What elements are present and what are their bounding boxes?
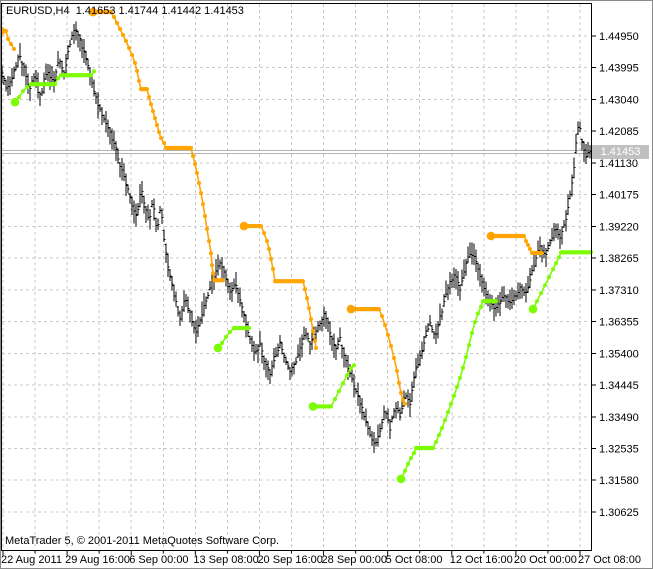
x-axis-label: 22 Aug 2011 <box>1 554 62 566</box>
y-axis-label: 1.41130 <box>599 158 638 170</box>
x-axis-label: 28 Sep 00:00 <box>322 554 387 566</box>
down-trend-stop-segment <box>239 221 318 350</box>
x-axis-label: 20 Sep 16:00 <box>257 554 322 566</box>
y-axis-label: 1.37310 <box>599 285 639 297</box>
trend-start-dot <box>396 474 406 484</box>
y-axis-label: 1.43995 <box>599 63 639 75</box>
y-axis-label: 1.40175 <box>599 190 639 202</box>
up-trend-stop-segment <box>308 363 356 411</box>
x-axis-label: 13 Sep 08:00 <box>193 554 258 566</box>
up-trend-stop-segment <box>396 299 498 484</box>
up-trend-stop-segment <box>213 325 251 353</box>
time-axis[interactable]: 22 Aug 2011 29 Aug 16:00 6 Sep 00:00 13 Sep… <box>1 550 641 567</box>
trend-start-dot <box>239 221 249 231</box>
y-axis-label: 1.38265 <box>599 253 639 265</box>
y-axis-label: 1.35400 <box>599 348 639 360</box>
y-axis-label: 1.44950 <box>599 31 639 43</box>
trend-start-dot <box>486 231 496 241</box>
current-price-badge: 1.41453 <box>592 145 649 159</box>
gridlines <box>2 4 590 549</box>
y-axis-label: 1.34445 <box>599 380 639 392</box>
plot-frame <box>1 3 592 551</box>
trend-start-dot <box>528 304 538 314</box>
down-trend-stop-segment <box>346 304 407 406</box>
y-axis-label: 1.33490 <box>599 412 639 424</box>
x-axis-label: 20 Oct 00:00 <box>514 554 577 566</box>
trend-start-dot <box>10 97 20 107</box>
trend-start-dot <box>1 26 6 36</box>
trend-start-dot <box>308 402 318 411</box>
price-axis[interactable]: 1.44950 1.43995 1.43040 1.42085 1.41130 1.401… <box>591 31 639 519</box>
trend-start-dot <box>213 343 223 353</box>
trailing-stop-indicator <box>1 7 593 484</box>
y-axis-label: 1.39220 <box>599 221 639 233</box>
y-axis-label: 1.32535 <box>599 443 639 455</box>
x-axis-label: 29 Aug 16:00 <box>65 554 130 566</box>
y-axis-label: 1.43040 <box>599 94 639 106</box>
x-axis-label: 27 Oct 08:00 <box>578 554 641 566</box>
up-trend-stop-segment <box>10 69 96 107</box>
down-trend-stop-segment <box>486 231 544 256</box>
bid-ask-lines <box>1 150 591 155</box>
down-trend-stop-segment <box>88 7 225 283</box>
copyright-label: MetaTrader 5, © 2001-2011 MetaQuotes Sof… <box>5 535 280 547</box>
trend-start-dot <box>88 7 98 17</box>
y-axis-label: 1.30625 <box>599 507 639 519</box>
trend-start-dot <box>346 304 356 314</box>
chart-header: EURUSD,H4 1.41653 1.41744 1.41442 1.4145… <box>6 5 244 18</box>
x-axis-label: 12 Oct 16:00 <box>450 554 513 566</box>
symbol-period-label: EURUSD,H4 <box>6 5 70 17</box>
ohlc-readout: 1.41653 1.41744 1.41442 1.41453 <box>75 5 244 17</box>
y-axis-label: 1.31580 <box>599 475 639 487</box>
y-axis-label: 1.36355 <box>599 317 639 329</box>
y-axis-label: 1.42085 <box>599 126 639 138</box>
x-axis-label: 6 Sep 00:00 <box>129 554 188 566</box>
up-trend-stop-segment <box>528 250 593 314</box>
x-axis-label: 5 Oct 08:00 <box>386 554 443 566</box>
